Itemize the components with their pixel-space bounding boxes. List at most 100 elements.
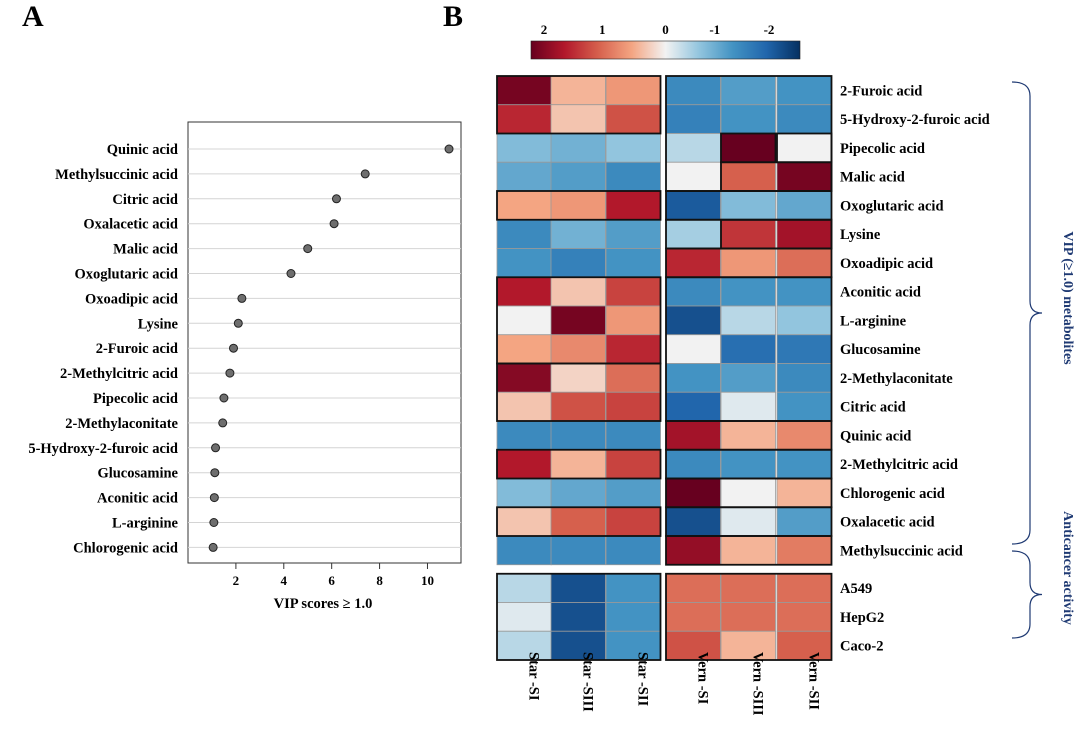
- cluster-box: [665, 572, 833, 661]
- heatmap-cell: [550, 276, 606, 307]
- y-tick-label: Pipecolic acid: [93, 391, 178, 407]
- data-point: [219, 393, 229, 403]
- heatmap-cell: [720, 478, 776, 508]
- cluster-box: [720, 161, 833, 192]
- column-label: Vern -SII: [805, 652, 821, 710]
- heatmap-cell: [720, 276, 776, 307]
- cluster-box: [496, 75, 662, 135]
- heatmap-cell: [550, 161, 606, 192]
- row-label: Caco-2: [840, 639, 884, 655]
- heatmap-cell: [665, 630, 721, 661]
- heatmap-cell: [665, 276, 721, 307]
- x-tick-label: 2: [233, 573, 240, 588]
- heatmap-cell: [605, 75, 661, 106]
- heatmap-cell: [605, 449, 661, 479]
- column-label: Vern -SIII: [749, 652, 765, 716]
- row-label: Glucosamine: [840, 342, 921, 358]
- heatmap-cell: [496, 248, 552, 278]
- heatmap-cell: [605, 573, 661, 603]
- row-label: Oxoadipic acid: [840, 256, 933, 272]
- y-tick-label: Aconitic acid: [97, 491, 178, 507]
- panel-a-dot-plot: Quinic acid Methylsuccinic acid Citric aci…: [28, 121, 462, 612]
- column-label: Star -SIII: [579, 652, 595, 712]
- row-label: Quinic acid: [840, 428, 911, 444]
- heatmap-cell: [720, 630, 776, 661]
- heatmap-cell: [496, 334, 552, 364]
- heatmap-cell: [776, 219, 832, 249]
- heatmap-cell: [776, 75, 832, 106]
- heatmap-cell: [496, 161, 552, 192]
- heatmap-cell: [776, 573, 832, 603]
- data-point: [444, 144, 454, 154]
- heatmap-cell: [605, 248, 661, 278]
- heatmap-cell: [776, 630, 832, 661]
- bracket-label-anticancer: Anticancer activity: [1060, 511, 1075, 625]
- color-legend-tick: -1: [709, 22, 720, 37]
- heatmap-cell: [605, 420, 661, 451]
- x-tick-label: 6: [328, 573, 335, 588]
- bracket: [1011, 81, 1043, 545]
- heatmap-cell: [665, 506, 721, 537]
- heatmap-cell: [550, 305, 606, 336]
- row-label: 2-Furoic acid: [840, 83, 922, 99]
- y-tick-label: 2-Methylcitric acid: [60, 366, 178, 382]
- heatmap-cell: [776, 449, 832, 479]
- heatmap-cell: [496, 363, 552, 393]
- heatmap-cell: [776, 602, 832, 632]
- color-legend-tick: -2: [764, 22, 775, 37]
- heatmap-cell: [665, 363, 721, 393]
- heatmap-cell: [605, 535, 661, 566]
- heatmap-cell: [550, 478, 606, 508]
- heatmap-cell: [605, 161, 661, 192]
- color-legend-tick: 2: [541, 22, 548, 37]
- x-tick-label: 8: [376, 573, 383, 588]
- panel-a-letter: A: [22, 0, 44, 33]
- heatmap-cell: [605, 276, 661, 307]
- heatmap-cell: [665, 478, 721, 508]
- heatmap-cell: [496, 478, 552, 508]
- plot-frame: [187, 121, 462, 564]
- y-tick-label: Oxalacetic acid: [83, 217, 178, 233]
- heatmap-cell: [605, 104, 661, 134]
- heatmap-cell: [665, 219, 721, 249]
- dots: [208, 144, 454, 552]
- color-legend-tick: 1: [599, 22, 606, 37]
- column-label: Star -SI: [525, 652, 541, 701]
- heatmap-cell: [550, 573, 606, 603]
- row-label: 5-Hydroxy-2-furoic acid: [840, 112, 990, 128]
- panel-b-letter: B: [443, 0, 463, 33]
- heatmap-cell: [776, 506, 832, 537]
- x-axis-label: VIP scores ≥ 1.0: [274, 596, 373, 612]
- heatmap-cell: [665, 75, 721, 106]
- data-point: [237, 293, 247, 303]
- heatmap-cell: [496, 305, 552, 336]
- heatmap-cell: [550, 449, 606, 479]
- cluster-box: [496, 506, 662, 537]
- row-label: Oxoglutaric acid: [840, 198, 944, 214]
- heatmap-cell: [665, 602, 721, 632]
- heatmap-cell: [720, 535, 776, 566]
- heatmap-cell: [550, 133, 606, 163]
- y-tick-label: Lysine: [138, 316, 179, 332]
- data-point: [211, 443, 221, 453]
- heatmap-cell: [720, 75, 776, 106]
- heatmap-cell: [605, 133, 661, 163]
- y-tick-label: Quinic acid: [107, 142, 178, 158]
- y-tick-label: Methylsuccinic acid: [55, 167, 178, 183]
- heatmap-cell: [550, 190, 606, 221]
- heatmap-cell: [720, 506, 776, 537]
- heatmap-cell: [720, 363, 776, 393]
- y-tick-label: L-arginine: [112, 516, 179, 532]
- heatmap-cell: [776, 478, 832, 508]
- heatmap-cell: [605, 190, 661, 221]
- data-point: [208, 542, 218, 552]
- heatmap-cell: [665, 248, 721, 278]
- heatmap-cell: [776, 535, 832, 566]
- heatmap-cell: [550, 535, 606, 566]
- heatmap-cell: [550, 630, 606, 661]
- bracket-label-vip: VIP (≥1.0) metabolites: [1060, 231, 1075, 365]
- color-legend-tick: 0: [662, 22, 669, 37]
- heatmap-cell: [720, 573, 776, 603]
- heatmap-cell: [550, 506, 606, 537]
- data-point: [329, 219, 339, 229]
